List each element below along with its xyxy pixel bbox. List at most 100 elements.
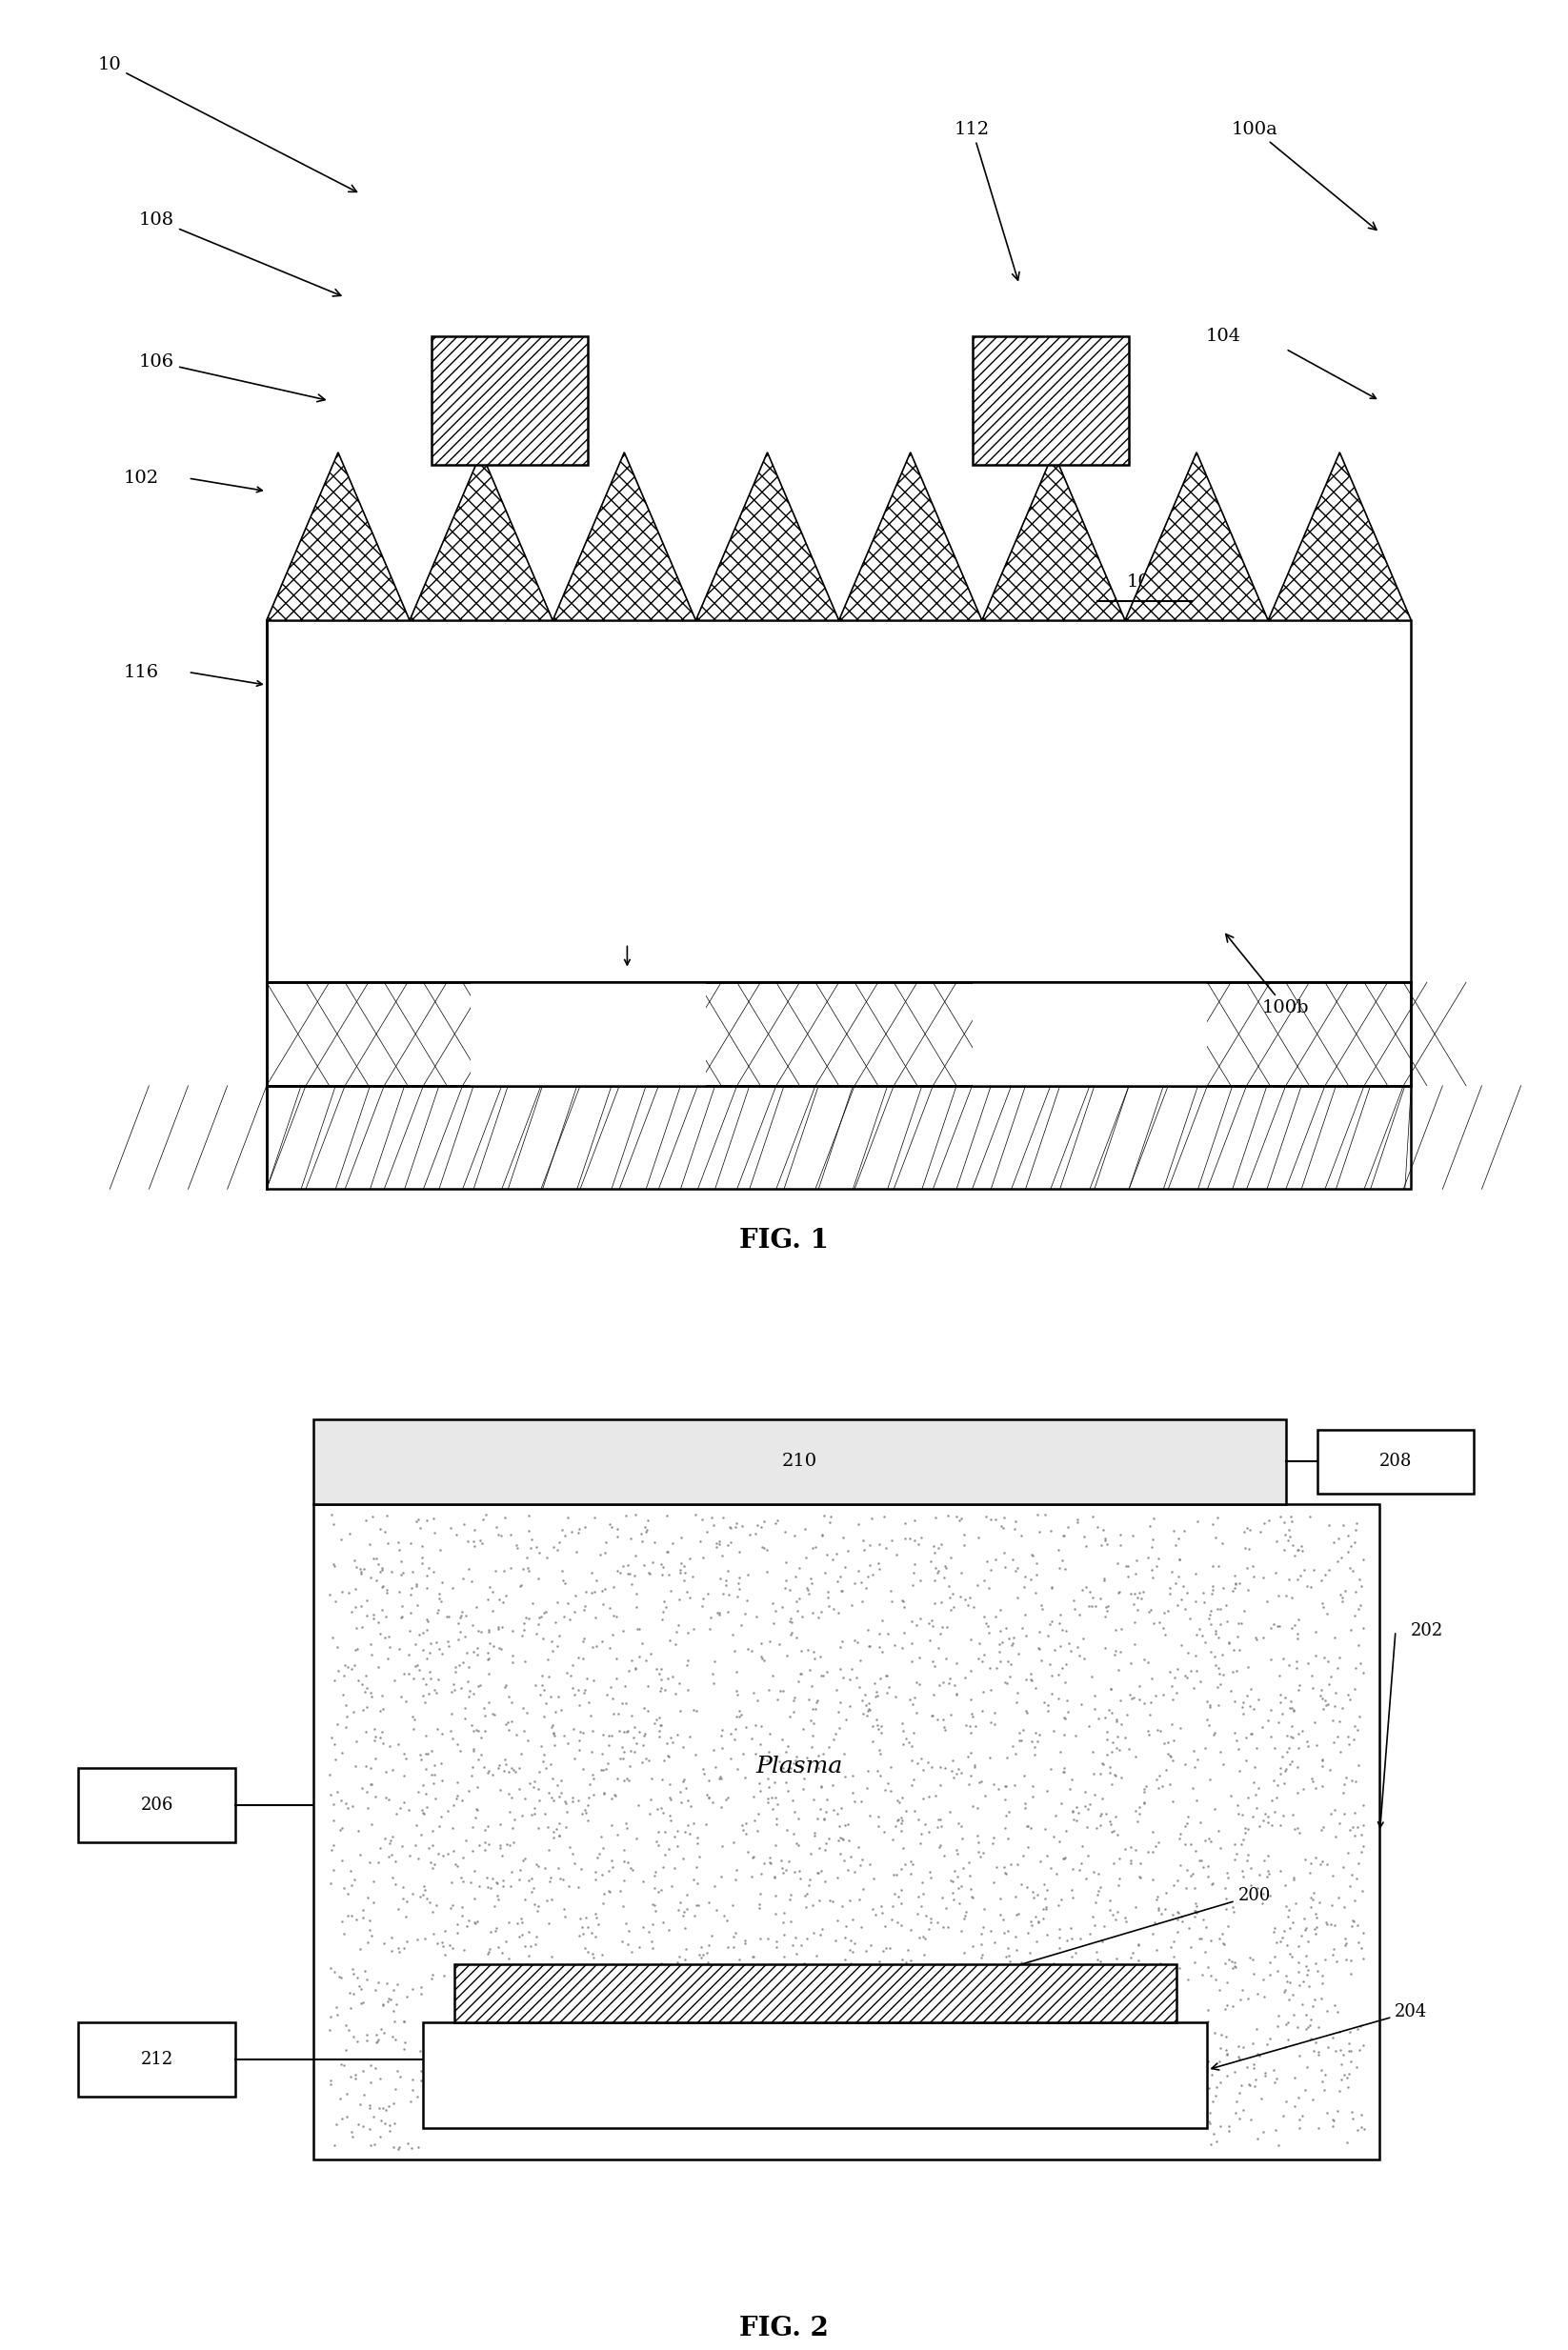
Point (318, 2066, 343, 2103)
Point (723, 1913, 748, 1950)
Point (782, 1516, 808, 1553)
Point (1254, 1856, 1279, 1894)
Point (626, 1786, 651, 1824)
Point (593, 1570, 618, 1607)
Point (464, 1711, 489, 1748)
Point (800, 1565, 825, 1603)
Point (541, 1819, 566, 1856)
Point (913, 1805, 938, 1842)
Point (1121, 1934, 1146, 1972)
Point (1212, 1925, 1237, 1962)
Point (925, 1551, 950, 1589)
Point (947, 1885, 972, 1922)
Point (466, 1666, 491, 1704)
Point (1189, 1802, 1214, 1840)
Point (662, 1819, 687, 1856)
Point (804, 1936, 829, 1974)
Point (1052, 1551, 1077, 1589)
Point (1210, 1746, 1236, 1784)
Point (840, 1932, 866, 1969)
Point (648, 1711, 673, 1748)
Point (892, 1520, 917, 1558)
Point (475, 1753, 500, 1791)
Point (1178, 1826, 1203, 1864)
Point (771, 1513, 797, 1551)
Point (362, 1718, 387, 1755)
Point (1319, 1906, 1344, 1943)
Point (448, 1593, 474, 1631)
Point (1140, 1659, 1165, 1697)
Point (1273, 1866, 1298, 1904)
Point (622, 1556, 648, 1593)
Point (466, 1612, 491, 1650)
Point (1181, 1732, 1206, 1770)
Point (517, 1765, 543, 1802)
Point (1317, 1551, 1342, 1589)
Point (898, 1911, 924, 1948)
Point (1035, 1838, 1060, 1875)
Point (1251, 1800, 1276, 1838)
Point (390, 1654, 416, 1692)
Point (1339, 1528, 1364, 1565)
Point (960, 1880, 985, 1918)
Point (1076, 1835, 1101, 1873)
Point (1245, 2120, 1270, 2157)
Point (701, 1730, 726, 1767)
Point (398, 2129, 423, 2167)
Point (1267, 1852, 1292, 1889)
Point (474, 1859, 499, 1896)
Point (847, 1880, 872, 1918)
Point (643, 1699, 668, 1737)
Point (1182, 1892, 1207, 1929)
Point (1294, 2012, 1319, 2049)
Point (739, 1960, 764, 1998)
Point (726, 1558, 751, 1596)
Point (859, 1889, 884, 1927)
Point (1088, 1868, 1113, 1906)
Point (971, 1833, 996, 1871)
Point (483, 1509, 508, 1546)
Point (771, 1939, 797, 1976)
Point (814, 1535, 839, 1572)
Point (1174, 1659, 1200, 1697)
Point (1196, 2103, 1221, 2141)
Point (817, 1819, 842, 1856)
Point (517, 1530, 543, 1567)
Point (1348, 1929, 1374, 1967)
Point (649, 1871, 674, 1908)
Point (373, 1819, 398, 1856)
Point (1027, 1513, 1052, 1551)
Point (386, 1725, 411, 1762)
Point (1079, 1657, 1104, 1694)
Point (1269, 1748, 1294, 1786)
Point (891, 1589, 916, 1626)
Point (588, 1751, 613, 1788)
Point (430, 1636, 455, 1673)
Point (999, 1626, 1024, 1664)
Point (590, 1936, 615, 1974)
Point (985, 1650, 1010, 1687)
Point (1032, 1683, 1057, 1720)
Point (1352, 1941, 1377, 1979)
Point (1118, 1842, 1143, 1880)
Point (431, 1958, 456, 1995)
Point (1145, 1892, 1170, 1929)
Point (524, 1845, 549, 1882)
Point (1262, 1793, 1287, 1831)
Point (527, 1781, 552, 1819)
Point (367, 1511, 392, 1549)
Point (414, 1600, 439, 1638)
Point (376, 2087, 401, 2124)
Point (889, 1885, 914, 1922)
Point (906, 1878, 931, 1915)
Point (1273, 2082, 1298, 2120)
Point (762, 1859, 787, 1896)
Point (706, 1593, 731, 1631)
Point (782, 1558, 808, 1596)
Point (993, 1854, 1018, 1892)
Point (1137, 1697, 1162, 1734)
Point (375, 1575, 400, 1612)
Point (417, 1652, 442, 1690)
Point (561, 1739, 586, 1777)
Point (337, 1513, 362, 1551)
